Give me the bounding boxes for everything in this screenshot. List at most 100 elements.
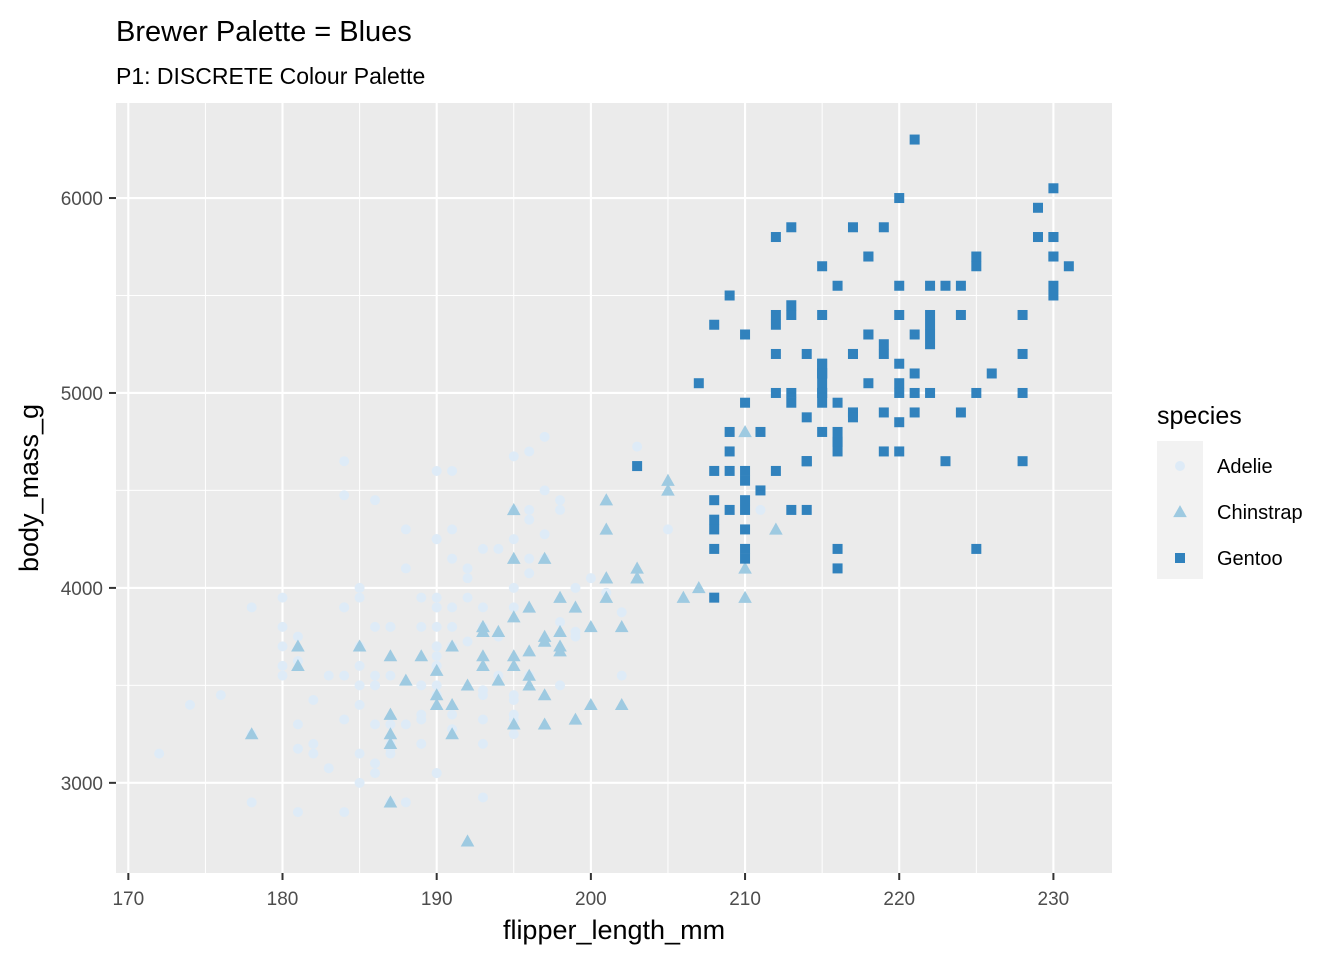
data-point [832, 397, 843, 408]
x-tick-label: 210 [729, 889, 761, 910]
data-point [863, 378, 874, 389]
data-point [1017, 387, 1028, 398]
data-point [786, 397, 797, 408]
data-point [740, 504, 751, 515]
data-point [354, 582, 365, 593]
data-point [1048, 280, 1059, 291]
data-point [477, 602, 488, 613]
data-point [1017, 348, 1028, 359]
data-point [955, 407, 966, 418]
data-point [925, 280, 936, 291]
data-point [399, 673, 413, 686]
data-point [693, 378, 704, 389]
data-point [770, 319, 781, 330]
data-point [786, 309, 797, 320]
data-point [755, 426, 766, 437]
data-point [832, 563, 843, 574]
data-point [1017, 456, 1028, 467]
legend-label-adelie: Adelie [1217, 456, 1273, 478]
data-point [476, 624, 490, 637]
data-point [539, 485, 550, 496]
legend-key-adelie [1175, 461, 1185, 471]
data-point [1032, 232, 1043, 243]
data-point [524, 553, 535, 564]
legend-label-chinstrap: Chinstrap [1217, 502, 1303, 524]
data-point [460, 834, 475, 847]
data-point [292, 807, 303, 818]
data-point [661, 473, 675, 486]
data-point [1063, 261, 1074, 272]
data-point [817, 261, 828, 272]
data-point [847, 222, 858, 233]
x-tick-label: 200 [575, 889, 607, 910]
data-point [909, 387, 920, 398]
data-point [553, 644, 567, 657]
y-tick-label: 5000 [61, 384, 103, 405]
data-point [431, 602, 442, 613]
data-point [955, 309, 966, 320]
data-point [308, 694, 319, 705]
data-point [925, 339, 936, 350]
data-point [894, 387, 905, 398]
data-point [801, 504, 812, 515]
data-point [416, 680, 427, 691]
data-point [878, 339, 889, 350]
data-point [909, 407, 920, 418]
y-axis-title: body_mass_g [14, 404, 44, 572]
data-point [277, 621, 288, 632]
data-point [555, 680, 566, 691]
data-point [447, 465, 458, 476]
data-point [740, 465, 751, 476]
data-point [354, 592, 365, 603]
data-point [801, 348, 812, 359]
data-point [370, 495, 381, 506]
data-point [894, 446, 905, 457]
data-point [755, 504, 766, 515]
data-point [524, 504, 535, 515]
data-point [817, 358, 828, 369]
data-point [724, 290, 735, 301]
data-point [370, 621, 381, 632]
x-tick-label: 190 [421, 889, 453, 910]
data-point [383, 727, 398, 740]
data-point [599, 571, 614, 584]
data-point [769, 522, 783, 535]
legend-title: species [1157, 402, 1242, 430]
data-point [568, 600, 583, 613]
data-point [709, 495, 720, 506]
data-point [385, 670, 396, 681]
data-point [955, 280, 966, 291]
data-point [244, 727, 259, 740]
data-point [1048, 290, 1059, 301]
data-point [414, 649, 429, 662]
data-point [801, 412, 812, 423]
data-point [847, 348, 858, 359]
data-point [786, 504, 797, 515]
data-point [460, 678, 475, 691]
data-point [738, 425, 752, 438]
data-point [940, 456, 951, 467]
data-point [477, 792, 488, 803]
data-point [462, 636, 473, 647]
data-point [832, 280, 843, 291]
series-chinstrap [244, 425, 783, 847]
data-point [522, 678, 537, 691]
data-point [724, 465, 735, 476]
data-point [616, 670, 627, 681]
data-point [894, 280, 905, 291]
data-point [584, 697, 598, 711]
data-point [537, 717, 552, 730]
data-point [506, 658, 521, 672]
data-point [431, 534, 442, 545]
data-point [832, 426, 843, 437]
data-point [522, 668, 537, 681]
data-point [709, 465, 720, 476]
data-point [630, 561, 644, 574]
data-point [491, 673, 506, 686]
data-point [431, 680, 442, 691]
data-point [863, 329, 874, 340]
data-point [477, 714, 488, 725]
data-point [447, 621, 458, 632]
data-point [370, 758, 381, 769]
